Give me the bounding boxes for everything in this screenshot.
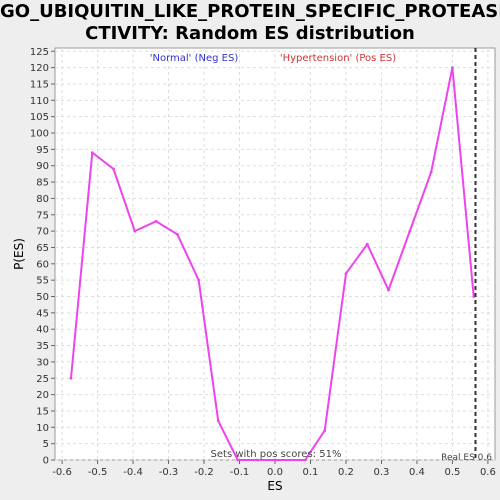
x-tick-label: -0.6 xyxy=(52,467,72,478)
es-distribution-line xyxy=(70,66,475,461)
y-tick-label: 25 xyxy=(36,374,49,385)
data-point xyxy=(197,278,201,282)
y-tick-label: 10 xyxy=(36,423,49,434)
series-layer xyxy=(69,66,476,462)
data-point xyxy=(236,458,240,462)
x-tick-label: -0.3 xyxy=(159,467,179,478)
y-tick-label: 30 xyxy=(36,357,49,368)
data-point xyxy=(273,458,277,462)
y-tick-label: 80 xyxy=(36,194,49,205)
y-tick-label: 110 xyxy=(30,96,49,107)
y-tick-label: 95 xyxy=(36,145,49,156)
x-tick-label: 0.6 xyxy=(480,467,496,478)
data-point xyxy=(69,376,73,380)
y-tick-label: 45 xyxy=(36,308,49,319)
x-tick-label: -0.1 xyxy=(230,467,250,478)
data-point xyxy=(451,66,454,70)
y-tick-label: 50 xyxy=(36,292,49,303)
data-point xyxy=(303,458,307,462)
pos-scores-text: Sets with pos scores: 51% xyxy=(211,449,342,460)
y-tick-label: 100 xyxy=(30,129,49,140)
pos-es-label: 'Hypertension' (Pos ES) xyxy=(280,53,396,64)
y-tick-label: 35 xyxy=(36,341,49,352)
x-axis: -0.6 -0.5 -0.4 -0.3 -0.2 -0.1 0.0 0.1 0.2 0.3 0.4 0… xyxy=(52,460,496,478)
data-point xyxy=(387,288,390,292)
data-point xyxy=(176,232,179,236)
real-es-label: Real ES 0.6 xyxy=(441,453,492,463)
y-tick-label: 60 xyxy=(36,259,49,270)
neg-es-label: 'Normal' (Neg ES) xyxy=(150,53,239,64)
data-point xyxy=(255,458,259,462)
data-point xyxy=(344,272,348,276)
chart-title-line2: CTIVITY: Random ES distribution xyxy=(85,23,415,44)
y-tick-label: 40 xyxy=(36,325,49,336)
x-axis-label: ES xyxy=(267,479,282,493)
y-tick-label: 90 xyxy=(36,161,49,172)
y-axis-label: P(ES) xyxy=(12,238,26,270)
grid-lines xyxy=(55,48,495,461)
y-tick-label: 85 xyxy=(36,178,49,189)
data-point xyxy=(133,229,137,233)
x-tick-label: -0.5 xyxy=(88,467,108,478)
y-tick-label: 0 xyxy=(43,456,49,467)
data-point xyxy=(323,429,327,432)
x-tick-label: 0.4 xyxy=(409,467,425,478)
chart-title: GO_UBIQUITIN_LIKE_PROTEIN_SPECIFIC_PROTE… xyxy=(0,1,500,45)
y-tick-label: 15 xyxy=(36,406,49,417)
data-point xyxy=(112,167,115,171)
y-tick-label: 70 xyxy=(36,227,49,238)
x-tick-label: 0.2 xyxy=(338,467,354,478)
data-point xyxy=(408,229,412,233)
y-tick-label: 125 xyxy=(30,47,49,58)
data-point xyxy=(429,170,433,174)
chart-title-line1: GO_UBIQUITIN_LIKE_PROTEIN_SPECIFIC_PROTE… xyxy=(0,1,500,22)
y-tick-label: 75 xyxy=(36,210,49,221)
data-point xyxy=(365,242,369,246)
y-axis: 0 5 10 15 20 25 30 35 40 45 50 55 60 65 70 75 80 85 90 95 10… xyxy=(30,47,55,467)
y-tick-label: 20 xyxy=(36,390,49,401)
x-tick-label: -0.4 xyxy=(123,467,143,478)
y-tick-label: 65 xyxy=(36,243,49,254)
data-point xyxy=(90,151,94,155)
y-tick-label: 105 xyxy=(30,112,49,123)
y-tick-label: 120 xyxy=(30,63,49,74)
y-tick-label: 55 xyxy=(36,276,49,287)
data-point xyxy=(216,419,220,423)
x-tick-label: 0.5 xyxy=(444,467,460,478)
data-point xyxy=(154,219,158,223)
x-tick-label: -0.2 xyxy=(194,467,214,478)
x-tick-label: 0.3 xyxy=(373,467,389,478)
y-tick-label: 5 xyxy=(43,439,49,450)
x-tick-label: 0.0 xyxy=(267,467,283,478)
x-tick-label: 0.1 xyxy=(303,467,319,478)
data-point xyxy=(472,295,476,298)
y-tick-label: 115 xyxy=(30,79,49,90)
